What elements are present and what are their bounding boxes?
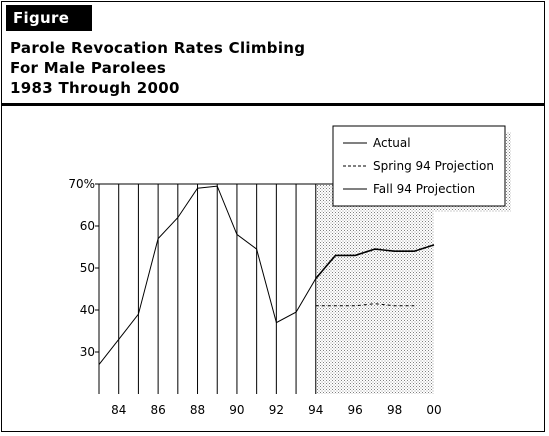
title-divider	[2, 103, 544, 106]
x-tick-label: 94	[308, 403, 323, 417]
legend-label: Spring 94 Projection	[373, 159, 494, 173]
title-line-3: 1983 Through 2000	[10, 79, 180, 97]
x-tick-label: 90	[229, 403, 244, 417]
x-tick-label: 88	[190, 403, 205, 417]
x-tick-label: 98	[387, 403, 402, 417]
y-tick-label: 40	[80, 303, 95, 317]
y-tick-label: 70%	[68, 177, 95, 191]
x-tick-label: 86	[150, 403, 165, 417]
figure-frame: Figure 13 Parole Revocation Rates Climbi…	[1, 1, 545, 432]
x-tick-label: 00	[426, 403, 441, 417]
legend-label: Fall 94 Projection	[373, 182, 475, 196]
x-tick-label: 96	[348, 403, 363, 417]
chart-title: Parole Revocation Rates Climbing For Mal…	[10, 38, 305, 98]
series-line-actual	[98, 185, 317, 365]
projection-shaded-region	[315, 184, 434, 394]
line-chart: 70% 60 50 40 30 84 86 88 90 92 94 96 98 00 Actual Spr…	[68, 125, 511, 417]
y-tick-label: 30	[80, 345, 95, 359]
series-line-fall-94-projection	[315, 244, 435, 280]
x-tick-label: 84	[111, 403, 126, 417]
legend-label: Actual	[373, 136, 411, 150]
figure-label: Figure 13	[6, 5, 92, 53]
title-line-2: For Male Parolees	[10, 59, 167, 77]
title-line-1: Parole Revocation Rates Climbing	[10, 39, 306, 57]
y-tick-label: 50	[80, 261, 95, 275]
y-tick-label: 60	[80, 219, 95, 233]
x-tick-label: 92	[269, 403, 284, 417]
series-line-spring-94-projection	[315, 303, 415, 307]
legend-box	[332, 125, 506, 207]
